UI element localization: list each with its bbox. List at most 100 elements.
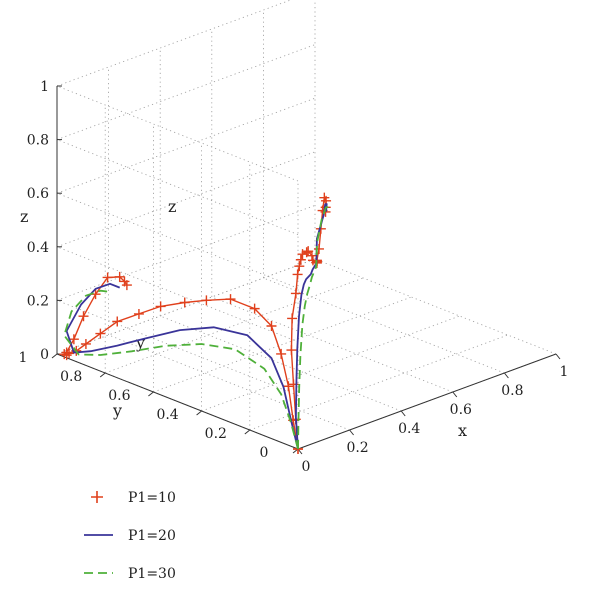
- series-marker: [290, 288, 301, 299]
- grid-line: [249, 334, 508, 431]
- z-tick-label: 1: [40, 79, 49, 95]
- y-axis-line: [56, 353, 299, 450]
- grid-line: [56, 139, 299, 235]
- series-projection-marker: [121, 280, 132, 291]
- y-tick-label: 0.8: [60, 369, 82, 385]
- x-tick-label: 0.2: [346, 440, 368, 456]
- grid-line: [56, 151, 316, 248]
- series-line: [295, 203, 328, 450]
- series-group: [65, 203, 328, 450]
- legend-label: P1=10: [128, 490, 176, 506]
- series-layer: [59, 192, 332, 454]
- y-axis-label: y: [112, 401, 122, 420]
- x-tick-mark: [400, 410, 406, 417]
- grid-line: [56, 85, 299, 182]
- grid-line: [56, 97, 316, 194]
- legend-item: P1=30: [84, 566, 176, 582]
- x-axis-line: [297, 353, 557, 450]
- y-tick-label: 1: [19, 350, 28, 366]
- series-projection-marker: [249, 303, 260, 314]
- legend: P1=10 P1=20 P1=30: [84, 490, 176, 582]
- grid-line: [105, 277, 364, 374]
- grid-line: [160, 315, 402, 412]
- series-projection-line: [65, 282, 299, 450]
- legend-item: P1=10: [91, 490, 176, 506]
- y-tick-mark: [196, 410, 202, 416]
- grid-line: [211, 296, 453, 393]
- legend-label: P1=30: [128, 566, 176, 582]
- series-marker: [313, 243, 324, 254]
- grid-line: [56, 300, 299, 396]
- x-tick-label: 0.6: [450, 402, 472, 418]
- series-projection-line: [63, 276, 299, 450]
- grid-line: [201, 315, 460, 412]
- series-projection-line: [63, 289, 299, 450]
- series-projection-marker: [80, 338, 91, 349]
- series-projection-marker: [179, 297, 190, 308]
- grid-line: [56, 246, 299, 343]
- x-tick-mark: [504, 372, 509, 379]
- series-marker: [301, 247, 312, 258]
- series-projection-marker: [114, 271, 125, 282]
- series-marker: [292, 269, 303, 280]
- z-tick-label: 0: [40, 347, 49, 363]
- y-tick-label: 0.4: [156, 407, 178, 423]
- y-tick-mark: [99, 372, 106, 378]
- series-projection-marker: [59, 349, 70, 360]
- series-projection-marker: [112, 316, 123, 327]
- grid-line: [314, 258, 557, 355]
- series-projection-marker: [78, 311, 89, 322]
- projection-label-y: y: [135, 333, 145, 352]
- grid-line: [108, 334, 350, 431]
- y-tick-mark: [51, 353, 58, 359]
- series-group: [59, 192, 332, 454]
- x-tick-label: 1: [560, 364, 569, 380]
- grid-line: [56, 205, 316, 301]
- series-marker: [287, 313, 298, 324]
- y-tick-mark: [244, 429, 251, 435]
- grid-line: [56, 44, 316, 140]
- x-tick-mark: [555, 353, 561, 360]
- legend-swatch: [91, 491, 103, 503]
- series-marker: [297, 249, 308, 260]
- axes: [51, 85, 561, 455]
- series-marker: [294, 261, 305, 272]
- grid-line: [56, 258, 316, 355]
- y-tick-label: 0: [260, 445, 269, 461]
- x-tick-label: 0.8: [501, 383, 523, 399]
- x-tick-label: 0: [302, 459, 311, 475]
- series-projection-marker: [133, 308, 144, 319]
- series-projection-marker: [266, 320, 277, 331]
- x-tick-mark: [452, 391, 458, 398]
- series-line: [297, 206, 329, 450]
- z-tick-label: 0.6: [27, 186, 49, 202]
- series-marker: [295, 254, 306, 265]
- series-marker: [306, 250, 317, 261]
- z-axis-label: z: [20, 207, 28, 226]
- grid-line: [56, 192, 299, 289]
- series-marker: [286, 345, 297, 356]
- z-tick-label: 0.2: [27, 293, 49, 309]
- x-axis-label: x: [458, 421, 467, 440]
- series-group: [63, 206, 329, 450]
- legend-item: P1=20: [84, 528, 176, 544]
- series-projection-marker: [225, 294, 236, 305]
- y-tick-label: 0.2: [205, 426, 227, 442]
- series-projection-marker: [68, 334, 79, 345]
- x-tick-label: 0.4: [398, 421, 420, 437]
- series-projection-marker: [283, 381, 294, 392]
- series-projection-marker: [155, 301, 166, 312]
- legend-label: P1=20: [128, 528, 176, 544]
- grid-line: [153, 296, 412, 393]
- series-projection-marker: [201, 295, 212, 306]
- grid-line: [56, 0, 292, 87]
- series-projection-marker: [95, 328, 106, 339]
- series-projection-marker: [64, 348, 75, 359]
- y-tick-mark: [148, 391, 154, 397]
- y-tick-label: 0.6: [108, 388, 130, 404]
- z-tick-label: 0.8: [27, 133, 49, 149]
- x-tick-mark: [349, 429, 354, 436]
- z-tick-label: 0.4: [27, 240, 49, 256]
